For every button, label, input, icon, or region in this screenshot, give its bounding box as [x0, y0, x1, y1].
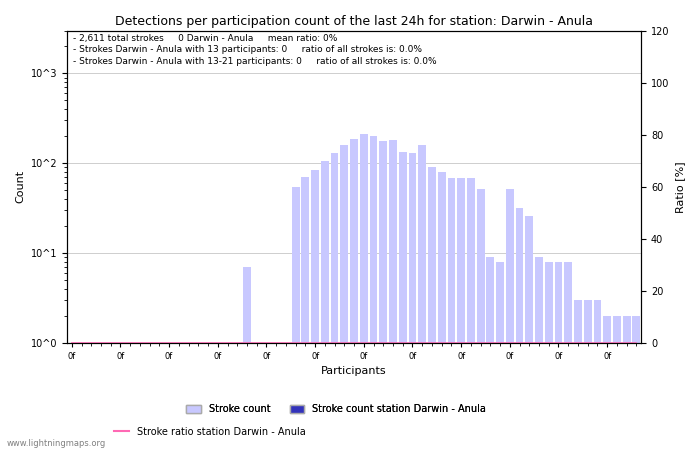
Bar: [467, 178, 475, 450]
Bar: [116, 343, 125, 450]
Bar: [447, 178, 455, 450]
Bar: [233, 343, 241, 450]
Bar: [262, 343, 270, 450]
Bar: [545, 262, 552, 450]
Bar: [243, 267, 251, 450]
Bar: [603, 316, 611, 450]
Bar: [214, 343, 222, 450]
Stroke ratio station Darwin - Anula: [214, 340, 222, 346]
Bar: [574, 300, 582, 450]
Bar: [554, 262, 562, 450]
Bar: [78, 343, 85, 450]
Stroke ratio station Darwin - Anula: [126, 340, 134, 346]
Bar: [399, 152, 407, 450]
Title: Detections per participation count of the last 24h for station: Darwin - Anula: Detections per participation count of th…: [115, 15, 593, 28]
Bar: [253, 343, 260, 450]
Bar: [282, 343, 290, 450]
Bar: [312, 170, 319, 450]
Bar: [292, 187, 300, 450]
Bar: [136, 343, 144, 450]
Bar: [477, 189, 484, 450]
Bar: [165, 343, 173, 450]
Bar: [185, 343, 193, 450]
Bar: [340, 145, 348, 450]
Y-axis label: Ratio [%]: Ratio [%]: [675, 161, 685, 212]
Bar: [321, 162, 329, 450]
Bar: [379, 141, 387, 450]
Bar: [175, 343, 183, 450]
Stroke ratio station Darwin - Anula: [87, 340, 95, 346]
Bar: [68, 343, 76, 450]
Bar: [457, 178, 465, 450]
Text: - 2,611 total strokes     0 Darwin - Anula     mean ratio: 0%
- Strokes Darwin -: - 2,611 total strokes 0 Darwin - Anula m…: [73, 34, 436, 66]
Bar: [107, 343, 115, 450]
Bar: [516, 208, 524, 450]
Bar: [389, 140, 397, 450]
Bar: [564, 262, 572, 450]
Bar: [195, 343, 202, 450]
Bar: [97, 343, 105, 450]
Bar: [302, 177, 309, 450]
Stroke ratio station Darwin - Anula: [632, 340, 640, 346]
Bar: [370, 136, 377, 450]
X-axis label: Participants: Participants: [321, 366, 387, 377]
Stroke ratio station Darwin - Anula: [155, 340, 164, 346]
Bar: [594, 300, 601, 450]
Bar: [126, 343, 134, 450]
Bar: [584, 300, 592, 450]
Bar: [272, 343, 280, 450]
Legend: Stroke ratio station Darwin - Anula: Stroke ratio station Darwin - Anula: [111, 423, 309, 441]
Stroke ratio station Darwin - Anula: [360, 340, 368, 346]
Bar: [409, 153, 416, 450]
Text: www.lightningmaps.org: www.lightningmaps.org: [7, 439, 106, 448]
Bar: [526, 216, 533, 450]
Bar: [633, 316, 641, 450]
Legend: Stroke count, Stroke count station Darwin - Anula: Stroke count, Stroke count station Darwi…: [182, 400, 490, 418]
Bar: [350, 139, 358, 450]
Bar: [613, 316, 621, 450]
Y-axis label: Count: Count: [15, 170, 25, 203]
Bar: [428, 166, 436, 450]
Bar: [419, 145, 426, 450]
Bar: [486, 257, 494, 450]
Bar: [223, 343, 232, 450]
Bar: [506, 189, 514, 450]
Bar: [438, 172, 446, 450]
Bar: [88, 343, 95, 450]
Bar: [204, 343, 212, 450]
Bar: [155, 343, 163, 450]
Stroke ratio station Darwin - Anula: [68, 340, 76, 346]
Bar: [360, 134, 368, 450]
Bar: [535, 257, 543, 450]
Bar: [146, 343, 153, 450]
Stroke ratio station Darwin - Anula: [477, 340, 485, 346]
Bar: [623, 316, 631, 450]
Bar: [330, 153, 339, 450]
Bar: [496, 262, 504, 450]
